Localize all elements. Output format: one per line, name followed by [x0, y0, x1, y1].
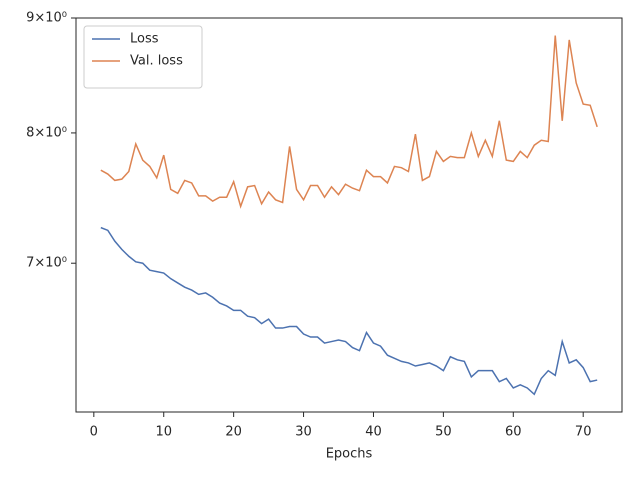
line-series	[100, 35, 598, 209]
x-tick-label: 70	[575, 425, 592, 440]
x-tick-label: 50	[435, 425, 452, 440]
y-tick-label: 8×10⁰	[26, 125, 67, 140]
axes-frame	[75, 17, 623, 413]
x-tick-label: 20	[225, 425, 242, 440]
x-tick-label: 0	[90, 425, 98, 440]
x-tick-label: 10	[155, 425, 172, 440]
x-tick-label: 30	[295, 425, 312, 440]
line-series	[100, 226, 598, 396]
legend-label: Loss	[130, 32, 159, 47]
legend-box	[83, 25, 203, 89]
x-axis-label: Epochs	[326, 447, 373, 462]
y-tick-label: 9×10⁰	[26, 11, 67, 26]
x-tick-label: 60	[505, 425, 522, 440]
y-tick-label: 7×10⁰	[26, 256, 67, 271]
legend-label: Val. loss	[130, 54, 183, 69]
x-tick-label: 40	[365, 425, 382, 440]
legend: Loss Val. loss	[83, 25, 203, 89]
